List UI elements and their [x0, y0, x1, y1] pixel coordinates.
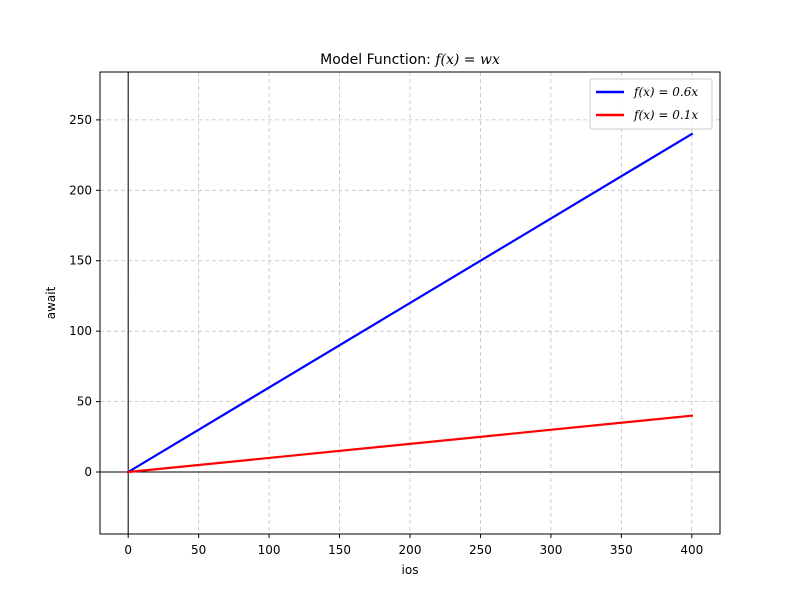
x-tick-label: 150	[328, 543, 351, 557]
y-tick-label: 100	[69, 324, 92, 338]
x-tick-label: 400	[680, 543, 703, 557]
x-tick-label: 0	[124, 543, 132, 557]
y-axis-label: await	[44, 286, 58, 319]
legend: f(x) = 0.6x f(x) = 0.1x	[589, 78, 713, 130]
axis-ticks: 0 50 100 150 200 250 300 350 400 0 50 100 150 200 250	[69, 113, 703, 557]
x-tick-label: 200	[399, 543, 422, 557]
reference-lines	[100, 72, 720, 534]
y-tick-label: 0	[84, 465, 92, 479]
legend-entry-red: f(x) = 0.1x	[633, 108, 698, 122]
y-tick-label: 200	[69, 183, 92, 197]
series-line-0	[126, 132, 694, 474]
x-axis-label: ios	[402, 563, 419, 577]
x-tick-label: 50	[191, 543, 206, 557]
series-line-1	[126, 414, 694, 474]
chart-title-prefix: Model Function:	[320, 52, 435, 68]
y-tick-label: 50	[77, 395, 92, 409]
chart-title-math: f(x) = wx	[434, 52, 500, 68]
x-tick-label: 350	[610, 543, 633, 557]
series-lines	[126, 132, 694, 474]
y-tick-label: 150	[69, 254, 92, 268]
legend-entry-blue: f(x) = 0.6x	[633, 85, 698, 99]
x-tick-label: 100	[258, 543, 281, 557]
x-tick-label: 250	[469, 543, 492, 557]
x-tick-label: 300	[539, 543, 562, 557]
chart-title: Model Function: f(x) = wx	[320, 52, 500, 68]
y-tick-label: 250	[69, 113, 92, 127]
